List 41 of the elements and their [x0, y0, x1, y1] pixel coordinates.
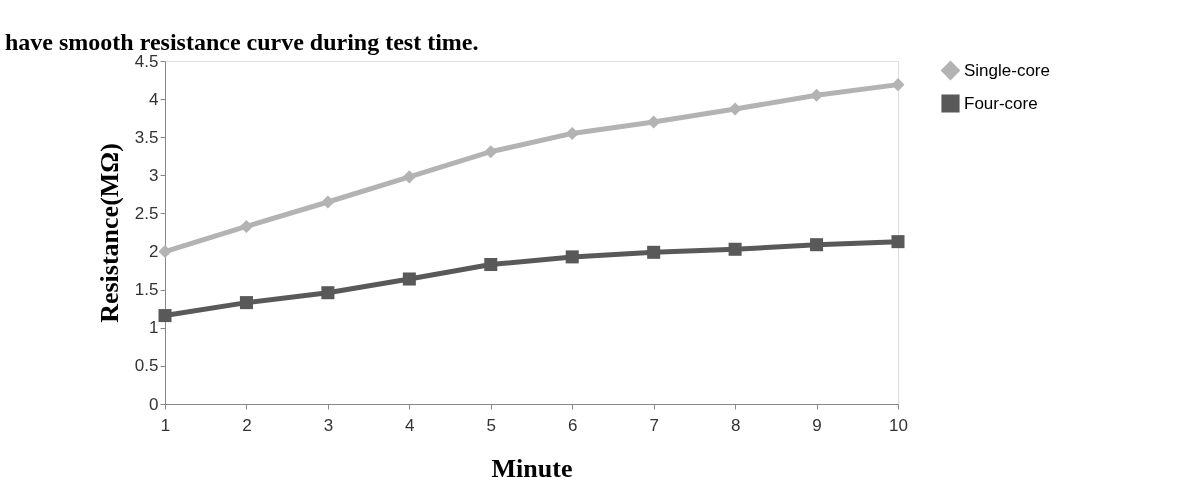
- x-tick-label: 3: [323, 415, 334, 435]
- y-tick-label: 1.5: [134, 280, 159, 300]
- point: [402, 170, 416, 184]
- y-tick-label: 1: [149, 318, 159, 338]
- x-tick-label: 7: [649, 415, 659, 435]
- point: [321, 286, 335, 300]
- point: [484, 257, 498, 272]
- x-axis-title: Minute: [491, 453, 573, 477]
- point: [484, 145, 498, 159]
- x-tick-label: 5: [486, 415, 497, 435]
- legend-label: Four-core: [964, 93, 1038, 113]
- y-tick-label: 2: [149, 242, 159, 262]
- x-tick-label: 8: [730, 415, 741, 435]
- x-tick-label: 2: [242, 415, 252, 435]
- point: [891, 78, 905, 92]
- legend-label: Single-core: [964, 60, 1050, 80]
- y-tick-label: 2.5: [134, 203, 159, 223]
- point: [158, 309, 172, 323]
- point: [158, 245, 172, 259]
- x-tick-label: 4: [405, 415, 415, 435]
- point: [321, 195, 335, 209]
- x-tick-label: 6: [567, 415, 578, 435]
- y-tick-label: 3.5: [134, 127, 159, 147]
- point: [239, 296, 253, 310]
- y-tick-label: 4: [149, 89, 159, 109]
- point: [891, 235, 905, 249]
- point: [402, 272, 416, 286]
- x-tick-label: 9: [812, 415, 822, 435]
- point: [810, 238, 824, 252]
- point: [239, 219, 253, 233]
- point: [565, 126, 579, 140]
- y-tick-label: 0: [149, 394, 159, 414]
- x-tick-label: 10: [889, 415, 908, 435]
- point: [728, 102, 742, 116]
- point: [565, 250, 579, 264]
- point: [647, 245, 661, 259]
- point: [647, 115, 661, 129]
- y-axis-title: Resistance(MΩ): [94, 143, 124, 323]
- y-tick-label: 3: [149, 165, 159, 185]
- y-tick-label: 0.5: [134, 356, 159, 376]
- point: [728, 242, 742, 256]
